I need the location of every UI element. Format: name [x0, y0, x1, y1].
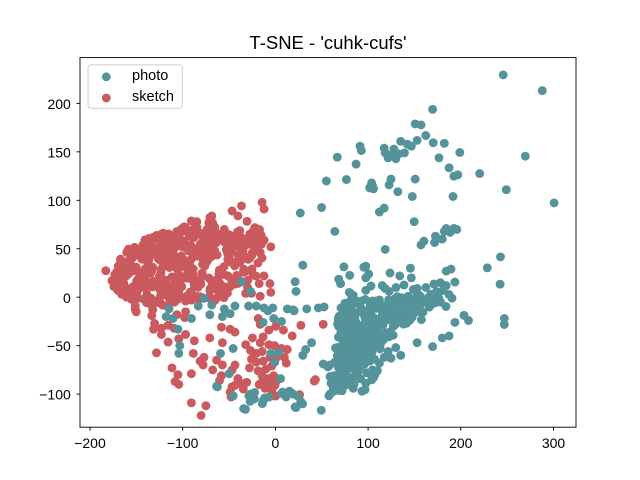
svg-text:300: 300 [542, 435, 566, 451]
svg-text:−100: −100 [39, 387, 71, 403]
svg-text:150: 150 [47, 144, 71, 160]
svg-text:0: 0 [63, 290, 71, 306]
svg-text:200: 200 [449, 435, 473, 451]
svg-text:sketch: sketch [132, 89, 174, 105]
svg-text:50: 50 [55, 241, 71, 257]
svg-text:200: 200 [47, 96, 71, 112]
svg-text:T-SNE - 'cuhk-cufs': T-SNE - 'cuhk-cufs' [249, 32, 406, 53]
svg-text:−100: −100 [167, 435, 199, 451]
svg-text:−50: −50 [47, 338, 71, 354]
svg-text:−200: −200 [74, 435, 106, 451]
svg-text:photo: photo [132, 68, 168, 84]
svg-text:100: 100 [356, 435, 380, 451]
svg-text:0: 0 [272, 435, 280, 451]
svg-text:100: 100 [47, 193, 71, 209]
